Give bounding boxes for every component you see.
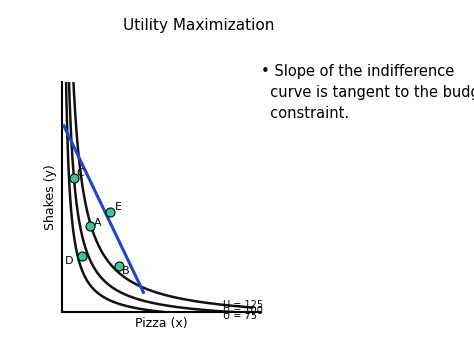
Text: U = 75: U = 75 bbox=[223, 311, 257, 321]
Text: U = 125: U = 125 bbox=[223, 300, 263, 310]
Text: A: A bbox=[94, 218, 101, 228]
Text: D: D bbox=[65, 256, 73, 266]
X-axis label: Pizza (x): Pizza (x) bbox=[135, 317, 188, 329]
Text: U = 100: U = 100 bbox=[223, 306, 263, 316]
Text: • Slope of the indifference
  curve is tangent to the budget
  constraint.: • Slope of the indifference curve is tan… bbox=[261, 64, 474, 121]
Text: E: E bbox=[115, 202, 122, 212]
Y-axis label: Shakes (y): Shakes (y) bbox=[45, 164, 57, 230]
Text: B: B bbox=[122, 266, 129, 276]
Text: C: C bbox=[77, 168, 84, 178]
Text: Utility Maximization: Utility Maximization bbox=[123, 18, 275, 33]
